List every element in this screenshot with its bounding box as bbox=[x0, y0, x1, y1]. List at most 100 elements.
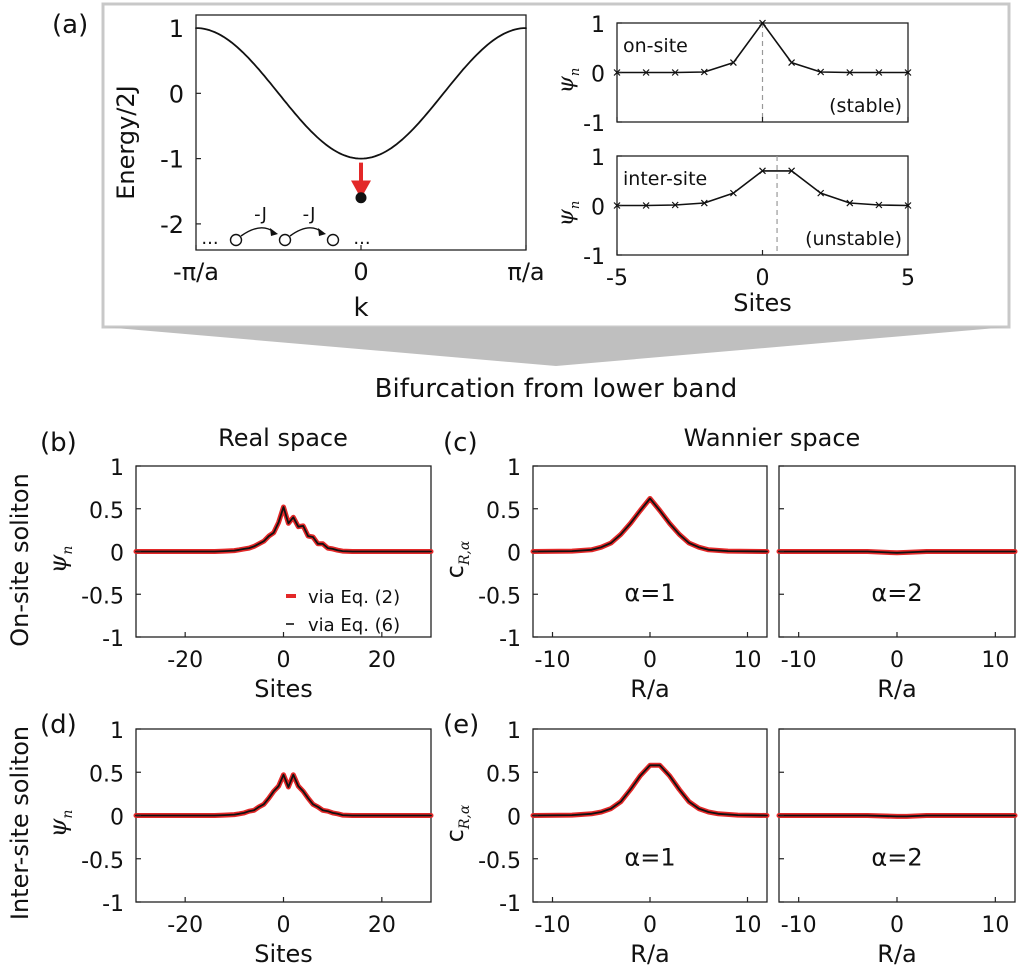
c1-xtick-label: 0 bbox=[643, 648, 657, 673]
intersite_profile-stability-note: (unstable) bbox=[805, 228, 902, 250]
e2-xtick-label: -10 bbox=[781, 913, 817, 938]
intersite_profile-data-point bbox=[904, 202, 912, 209]
d-series-eq2 bbox=[133, 772, 434, 818]
lattice-ellipsis-right: ... bbox=[353, 228, 370, 249]
band-ytick-label: 0 bbox=[169, 80, 184, 108]
d-xtick-label: 0 bbox=[277, 913, 291, 938]
e1-ytick-label: 1 bbox=[507, 719, 521, 744]
d-ytick-label: -0.5 bbox=[81, 849, 124, 874]
e1-xlabel: R/a bbox=[630, 940, 669, 968]
b-xtick-label: -20 bbox=[167, 648, 203, 673]
onsite_profile-data-point bbox=[788, 59, 796, 67]
panel-label-c: (c) bbox=[443, 428, 478, 458]
d-ylabel: ψn bbox=[44, 810, 76, 838]
intersite_profile-data-point bbox=[875, 201, 883, 209]
lattice-site bbox=[278, 233, 292, 247]
b-legend-label-eq2: via Eq. (2) bbox=[308, 587, 400, 608]
d-ytick-label: 1 bbox=[110, 719, 124, 744]
intersite_profile-data-point bbox=[846, 199, 854, 207]
c2-xtick-label: 0 bbox=[890, 648, 904, 673]
intersite_profile-xtick-label: -5 bbox=[606, 266, 628, 291]
e1-ytick-label: -0.5 bbox=[478, 849, 521, 874]
lattice-hop-arrow bbox=[289, 227, 323, 237]
b-ytick-label: 0 bbox=[110, 542, 124, 567]
onsite_profile-ytick-label: 0 bbox=[591, 63, 605, 88]
band-arrow-head bbox=[351, 180, 371, 199]
panel-label-a: (a) bbox=[52, 10, 88, 40]
intersite_profile-ytick-label: -1 bbox=[583, 245, 605, 270]
b-series-eq6 bbox=[135, 506, 432, 553]
intersite_profile-data-point bbox=[788, 167, 796, 175]
intersite_profile-type-label: inter-site bbox=[623, 168, 707, 190]
wannier-space-title: Wannier space bbox=[684, 424, 861, 452]
c1-alpha-label: α=1 bbox=[624, 579, 675, 607]
c2-series-eq6 bbox=[778, 550, 1016, 554]
d-series-eq6 bbox=[135, 773, 432, 817]
b-ylabel: ψn bbox=[44, 546, 76, 574]
c2-xtick-label: 10 bbox=[981, 648, 1009, 673]
band-ytick-label: -2 bbox=[160, 211, 184, 239]
e1-ylabel: cR,α bbox=[441, 804, 473, 842]
band-ylabel: Energy/2J bbox=[112, 85, 140, 199]
band-axes-frame bbox=[195, 14, 527, 251]
onsite_profile-data-point bbox=[904, 69, 912, 76]
d-ytick-label: -1 bbox=[102, 892, 124, 917]
real-space-title: Real space bbox=[218, 424, 348, 452]
d-ytick-label: 0 bbox=[110, 806, 124, 831]
c2-alpha-label: α=2 bbox=[871, 579, 922, 607]
intersite_profile-data-point bbox=[729, 189, 737, 197]
intersite_profile-data-point bbox=[817, 189, 825, 197]
c2-xtick-label: -10 bbox=[781, 648, 817, 673]
onsite_profile-data-point bbox=[729, 59, 737, 67]
b-ytick-label: -1 bbox=[102, 627, 124, 652]
band-dispersion-curve bbox=[195, 27, 527, 160]
onsite_profile-ytick-label: -1 bbox=[583, 112, 605, 137]
e1-series-eq2 bbox=[530, 762, 770, 818]
b-legend-label-eq6: via Eq. (6) bbox=[308, 615, 400, 636]
lattice-site bbox=[229, 233, 243, 247]
onsite_profile-data-point bbox=[817, 68, 825, 76]
e1-series-eq6 bbox=[532, 764, 768, 817]
c1-xtick-label: 10 bbox=[734, 648, 762, 673]
onsite_profile-ytick-label: 1 bbox=[591, 13, 605, 38]
intersite_profile-xlabel: Sites bbox=[733, 289, 792, 317]
intersite_profile-xtick-label: 5 bbox=[901, 266, 915, 291]
intersite_profile-data-point bbox=[671, 201, 679, 209]
band-xtick-label: π/a bbox=[507, 258, 544, 286]
d-xtick-label: -20 bbox=[167, 913, 203, 938]
c1-ytick-label: -0.5 bbox=[478, 584, 521, 609]
c1-xtick-label: -10 bbox=[535, 648, 571, 673]
intersite_profile-xtick-label: 0 bbox=[756, 266, 770, 291]
e2-xlabel: R/a bbox=[877, 940, 916, 968]
onsite_profile-data-point bbox=[846, 69, 854, 76]
lattice-site bbox=[326, 233, 340, 247]
intersite_profile-data-point bbox=[700, 199, 708, 207]
c2-xlabel: R/a bbox=[877, 675, 916, 703]
e2-series-eq6 bbox=[778, 814, 1016, 818]
d-xlabel: Sites bbox=[254, 940, 313, 968]
onsite_profile-stability-note: (stable) bbox=[829, 95, 902, 117]
c1-ytick-label: 0.5 bbox=[486, 499, 521, 524]
c1-ylabel: cR,α bbox=[441, 540, 473, 578]
onsite_profile-data-point bbox=[759, 19, 766, 27]
onsite_profile-data-point bbox=[642, 69, 650, 76]
band-ytick-label: 1 bbox=[169, 15, 184, 43]
band-xtick-label: 0 bbox=[353, 258, 368, 286]
lattice-hop-label: -J bbox=[303, 204, 316, 225]
lattice-hop-label: -J bbox=[254, 204, 267, 225]
e1-xtick-label: 10 bbox=[734, 913, 762, 938]
e1-ytick-label: 0 bbox=[507, 806, 521, 831]
band-xtick-label: -π/a bbox=[173, 258, 219, 286]
band-ytick-label: -1 bbox=[160, 146, 184, 174]
onsite_profile-data-point bbox=[875, 69, 883, 76]
panel-label-e: (e) bbox=[443, 710, 479, 740]
intersite_profile-data-point bbox=[759, 167, 766, 175]
e2-alpha-label: α=2 bbox=[871, 844, 922, 872]
c1-ytick-label: -1 bbox=[499, 627, 521, 652]
b-ytick-label: 0.5 bbox=[89, 499, 124, 524]
band-xlabel: k bbox=[353, 293, 368, 323]
e1-alpha-label: α=1 bbox=[624, 844, 675, 872]
c1-ytick-label: 1 bbox=[507, 456, 521, 481]
